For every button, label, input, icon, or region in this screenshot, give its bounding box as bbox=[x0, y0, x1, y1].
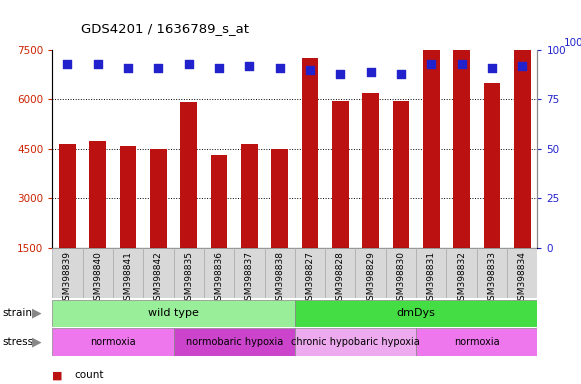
Text: dmDys: dmDys bbox=[397, 308, 436, 318]
Text: normoxia: normoxia bbox=[90, 337, 136, 347]
FancyBboxPatch shape bbox=[295, 328, 416, 356]
Text: stress: stress bbox=[3, 337, 34, 347]
Point bbox=[63, 61, 72, 67]
FancyBboxPatch shape bbox=[386, 248, 416, 298]
FancyBboxPatch shape bbox=[295, 248, 325, 298]
Text: strain: strain bbox=[3, 308, 33, 318]
FancyBboxPatch shape bbox=[507, 248, 537, 298]
Point bbox=[518, 63, 527, 69]
Point bbox=[245, 63, 254, 69]
Bar bbox=[211, 155, 227, 248]
FancyBboxPatch shape bbox=[477, 248, 507, 298]
Point bbox=[366, 69, 375, 75]
FancyBboxPatch shape bbox=[204, 248, 234, 298]
Text: normobaric hypoxia: normobaric hypoxia bbox=[185, 337, 283, 347]
FancyBboxPatch shape bbox=[52, 328, 174, 356]
Text: GSM398840: GSM398840 bbox=[94, 251, 102, 306]
Bar bbox=[59, 144, 76, 248]
FancyBboxPatch shape bbox=[113, 248, 144, 298]
Bar bbox=[89, 141, 106, 248]
FancyBboxPatch shape bbox=[295, 300, 537, 327]
Point bbox=[154, 65, 163, 71]
Point bbox=[487, 65, 497, 71]
Bar bbox=[363, 93, 379, 248]
Bar bbox=[150, 149, 167, 248]
Point bbox=[306, 67, 315, 73]
Text: GSM398829: GSM398829 bbox=[366, 251, 375, 306]
Text: ■: ■ bbox=[52, 370, 63, 380]
FancyBboxPatch shape bbox=[52, 248, 83, 298]
Bar bbox=[393, 101, 410, 248]
Text: GSM398833: GSM398833 bbox=[487, 251, 496, 306]
Text: GSM398836: GSM398836 bbox=[214, 251, 224, 306]
Text: count: count bbox=[74, 370, 104, 380]
Text: normoxia: normoxia bbox=[454, 337, 500, 347]
Text: GSM398838: GSM398838 bbox=[275, 251, 284, 306]
Point bbox=[123, 65, 132, 71]
Bar bbox=[120, 146, 137, 248]
Text: GSM398842: GSM398842 bbox=[154, 251, 163, 306]
FancyBboxPatch shape bbox=[144, 248, 174, 298]
FancyBboxPatch shape bbox=[234, 248, 264, 298]
Point bbox=[214, 65, 224, 71]
Text: chronic hypobaric hypoxia: chronic hypobaric hypoxia bbox=[291, 337, 420, 347]
FancyBboxPatch shape bbox=[174, 248, 204, 298]
Text: GSM398832: GSM398832 bbox=[457, 251, 466, 306]
Text: GSM398835: GSM398835 bbox=[184, 251, 193, 306]
FancyBboxPatch shape bbox=[446, 248, 477, 298]
Text: GSM398841: GSM398841 bbox=[124, 251, 132, 306]
Text: GSM398831: GSM398831 bbox=[427, 251, 436, 306]
FancyBboxPatch shape bbox=[52, 300, 295, 327]
Bar bbox=[483, 83, 500, 248]
Text: GSM398834: GSM398834 bbox=[518, 251, 527, 306]
Bar bbox=[514, 48, 530, 248]
FancyBboxPatch shape bbox=[356, 248, 386, 298]
Text: GSM398837: GSM398837 bbox=[245, 251, 254, 306]
FancyBboxPatch shape bbox=[174, 328, 295, 356]
FancyBboxPatch shape bbox=[325, 248, 356, 298]
Text: wild type: wild type bbox=[148, 308, 199, 318]
FancyBboxPatch shape bbox=[416, 248, 446, 298]
Text: GSM398827: GSM398827 bbox=[306, 251, 314, 306]
Point bbox=[184, 61, 193, 67]
Bar bbox=[453, 46, 470, 248]
Text: GDS4201 / 1636789_s_at: GDS4201 / 1636789_s_at bbox=[81, 22, 249, 35]
Text: ▶: ▶ bbox=[32, 307, 41, 320]
FancyBboxPatch shape bbox=[264, 248, 295, 298]
FancyBboxPatch shape bbox=[83, 248, 113, 298]
Text: 100%: 100% bbox=[564, 38, 581, 48]
Point bbox=[396, 71, 406, 77]
FancyBboxPatch shape bbox=[416, 328, 537, 356]
Point bbox=[336, 71, 345, 77]
Bar bbox=[332, 101, 349, 248]
Point bbox=[275, 65, 284, 71]
Text: GSM398830: GSM398830 bbox=[396, 251, 406, 306]
Point bbox=[457, 61, 467, 67]
Bar bbox=[180, 102, 197, 248]
Bar bbox=[423, 46, 440, 248]
Text: GSM398839: GSM398839 bbox=[63, 251, 72, 306]
Text: GSM398828: GSM398828 bbox=[336, 251, 345, 306]
Bar bbox=[241, 144, 258, 248]
Bar bbox=[271, 149, 288, 248]
Text: ▶: ▶ bbox=[32, 336, 41, 349]
Point bbox=[426, 61, 436, 67]
Bar bbox=[302, 58, 318, 248]
Point bbox=[93, 61, 102, 67]
